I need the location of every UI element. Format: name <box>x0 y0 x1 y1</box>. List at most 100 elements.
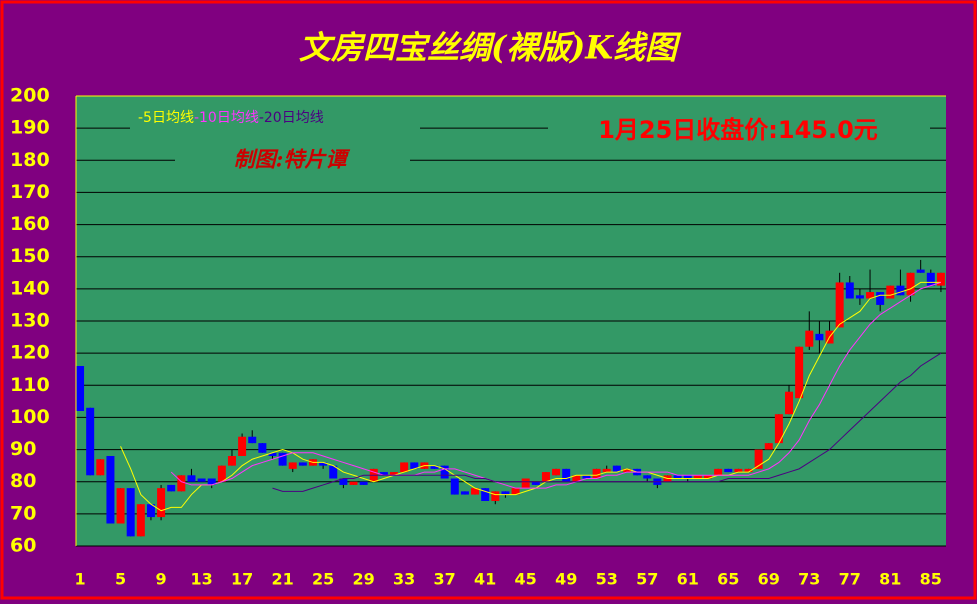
candle-body <box>876 292 885 305</box>
y-tick-label: 190 <box>10 117 50 139</box>
candle-body <box>339 478 348 485</box>
annotation: 1月25日收盘价:145.0元 <box>598 116 878 144</box>
x-tick-label: 17 <box>231 570 253 589</box>
ma-line <box>120 281 941 512</box>
candle-body <box>197 478 206 482</box>
candle-body <box>734 468 743 473</box>
candle-body <box>785 391 794 415</box>
x-tick-label: 57 <box>636 570 658 589</box>
candle-body <box>481 488 490 501</box>
x-tick-label: 1 <box>74 570 85 589</box>
candle-body <box>643 475 652 479</box>
candle-body <box>319 462 328 466</box>
candle-body <box>450 478 459 495</box>
candle-body <box>258 443 267 453</box>
x-tick-label: 61 <box>677 570 699 589</box>
legend-entry: -20日均线 <box>259 110 324 126</box>
candle-body <box>774 414 783 444</box>
candle-body <box>227 456 236 466</box>
y-tick-label: 180 <box>10 149 50 171</box>
y-tick-label: 110 <box>10 374 50 396</box>
candle-body <box>926 272 935 286</box>
candle-body <box>440 465 449 479</box>
y-tick-label: 130 <box>10 310 50 332</box>
candle-body <box>552 468 561 476</box>
candle-body <box>217 465 226 482</box>
candle-body <box>116 488 125 524</box>
x-tick-label: 37 <box>434 570 456 589</box>
candle-body <box>410 462 419 469</box>
candle-body <box>329 465 338 479</box>
y-tick-label: 90 <box>10 438 36 460</box>
y-tick-label: 160 <box>10 213 50 235</box>
y-tick-label: 150 <box>10 245 50 267</box>
legend-entry: -10日均线 <box>194 110 259 126</box>
annotation-bg <box>175 144 410 176</box>
candle-body <box>400 462 409 473</box>
candle-body <box>126 488 135 537</box>
candle-body <box>86 407 95 476</box>
candle-body <box>886 285 895 299</box>
candle-body <box>106 456 115 524</box>
x-tick-label: 77 <box>839 570 861 589</box>
x-tick-label: 81 <box>879 570 901 589</box>
candle-body <box>582 475 591 479</box>
x-tick-label: 45 <box>515 570 537 589</box>
candle-body <box>187 475 196 482</box>
candle-body <box>936 272 945 286</box>
candle-body <box>207 478 216 485</box>
candle-body <box>612 465 621 473</box>
candle-body <box>744 468 753 473</box>
candle-body <box>896 285 905 296</box>
candle-body <box>359 481 368 485</box>
candle-body <box>795 346 804 399</box>
candle-body <box>906 272 915 296</box>
candle-body <box>491 491 500 501</box>
x-tick-label: 85 <box>920 570 942 589</box>
candle-body <box>916 269 925 273</box>
candle-body <box>693 475 702 479</box>
x-tick-label: 9 <box>156 570 167 589</box>
candle-body <box>683 475 692 479</box>
candle-body <box>501 491 510 495</box>
candle-body <box>511 488 520 495</box>
y-tick-label: 140 <box>10 277 50 299</box>
candle-body <box>714 468 723 476</box>
candle-body <box>96 459 105 476</box>
candle-body <box>602 468 611 473</box>
candle-body <box>724 468 733 473</box>
x-tick-label: 53 <box>596 570 618 589</box>
candle-body <box>298 462 307 466</box>
y-tick-label: 120 <box>10 342 50 364</box>
candle-body <box>238 436 247 456</box>
candle-body <box>248 436 257 444</box>
x-tick-label: 29 <box>353 570 375 589</box>
candle-body <box>390 472 399 476</box>
candle-body <box>562 468 571 482</box>
candle-body <box>673 475 682 479</box>
candle-body <box>430 465 439 469</box>
y-tick-label: 60 <box>10 535 36 557</box>
candle-body <box>754 449 763 469</box>
candle-body <box>531 481 540 485</box>
x-tick-label: 21 <box>271 570 293 589</box>
candle-body <box>622 468 631 473</box>
x-tick-label: 13 <box>190 570 212 589</box>
y-tick-label: 200 <box>10 85 50 107</box>
candle-body <box>288 462 297 469</box>
candle-body <box>805 330 814 347</box>
legend-entry: -5日均线 <box>138 110 194 126</box>
x-tick-label: 73 <box>798 570 820 589</box>
candle-body <box>764 443 773 450</box>
x-tick-label: 69 <box>758 570 780 589</box>
candle-body <box>521 478 530 489</box>
y-tick-label: 100 <box>10 406 50 428</box>
candle-body <box>541 472 550 482</box>
y-tick-label: 70 <box>10 502 36 524</box>
x-tick-label: 41 <box>474 570 496 589</box>
candle-body <box>278 452 287 466</box>
candle-body <box>146 504 155 518</box>
annotation: 制图:特片谭 <box>234 147 351 172</box>
